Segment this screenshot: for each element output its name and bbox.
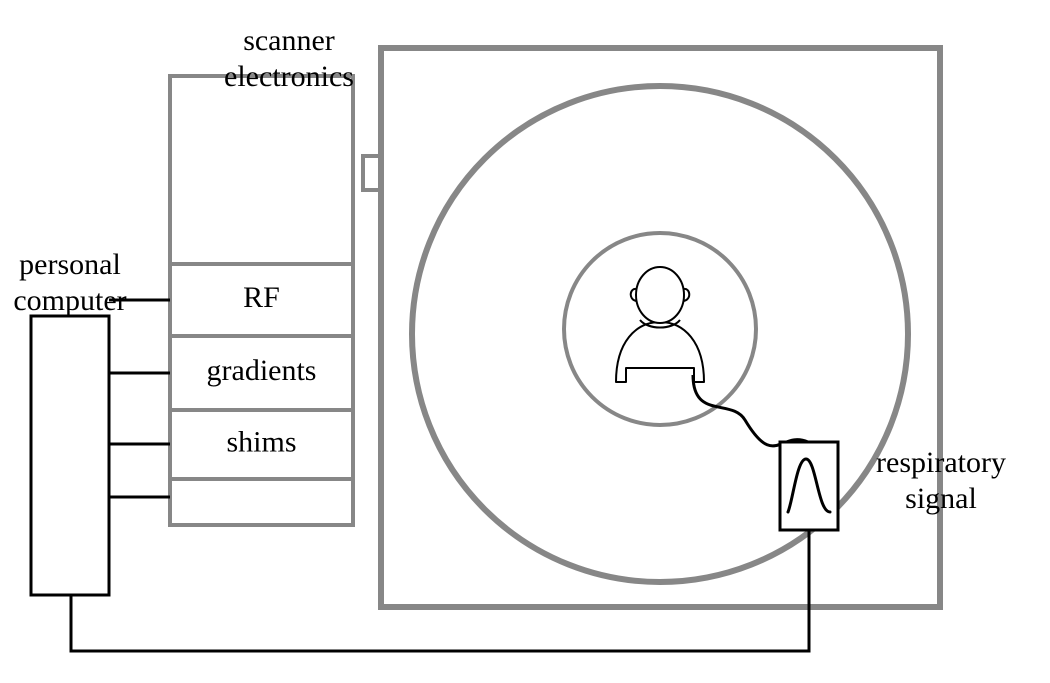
cabinet-scanner-connector [363,156,380,190]
respiratory-sensor-box [780,442,838,530]
electronics-row-label: gradients [207,354,317,387]
svg-text:signal: signal [905,482,977,515]
personal-computer-label: personalcomputer [13,248,126,317]
pc-respiratory-wire [71,530,809,651]
svg-text:electronics: electronics [224,60,354,93]
svg-text:personal: personal [19,248,121,281]
personal-computer-box [31,316,109,595]
mri-system-diagram: respiratorysignal RF gradients shims scanner… [0,0,1050,683]
svg-text:scanner: scanner [243,24,335,57]
electronics-row-label: shims [226,425,296,458]
scanner-electronics-label: scannerelectronics [224,24,354,93]
electronics-row-label: RF [243,281,280,314]
svg-text:respiratory: respiratory [876,446,1006,479]
